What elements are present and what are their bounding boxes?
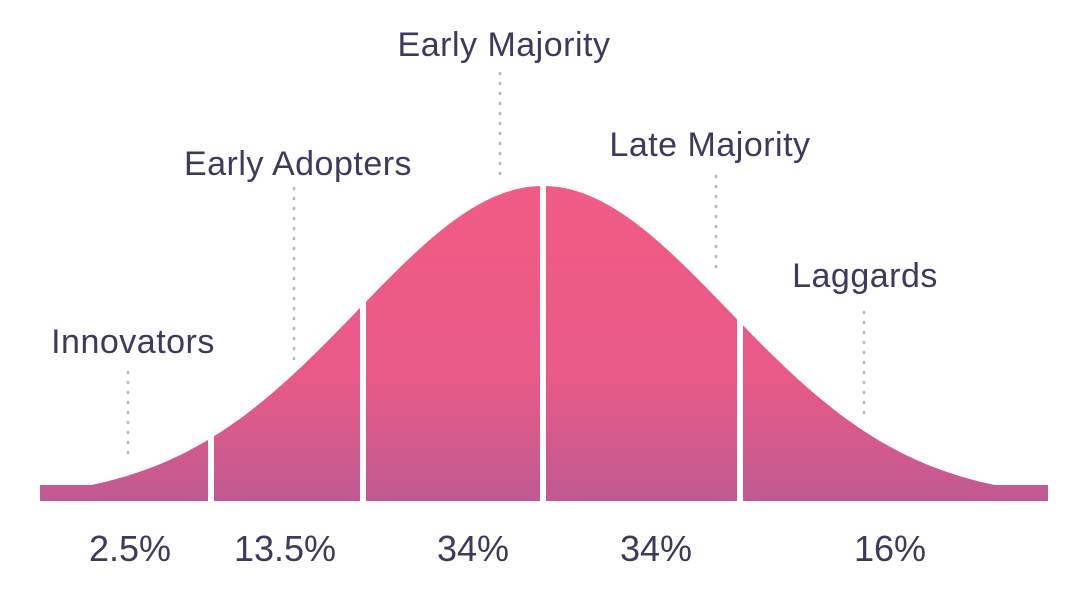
percent-label-early-adopters: 13.5% xyxy=(234,528,336,569)
segment-labels: Innovators Early Adopters Early Majority… xyxy=(51,26,938,361)
segment-dividers xyxy=(208,180,743,503)
percent-label-laggards: 16% xyxy=(854,528,926,569)
percent-labels: 2.5% 13.5% 34% 34% 16% xyxy=(89,528,926,569)
segment-label-laggards: Laggards xyxy=(792,257,938,295)
percent-label-early-majority: 34% xyxy=(437,528,509,569)
segment-label-early-adopters: Early Adopters xyxy=(184,145,412,183)
percent-label-innovators: 2.5% xyxy=(89,528,171,569)
segment-label-late-majority: Late Majority xyxy=(609,126,810,164)
percent-label-late-majority: 34% xyxy=(620,528,692,569)
segment-label-innovators: Innovators xyxy=(51,323,215,361)
segment-label-early-majority: Early Majority xyxy=(398,26,611,64)
leader-lines xyxy=(126,71,866,464)
